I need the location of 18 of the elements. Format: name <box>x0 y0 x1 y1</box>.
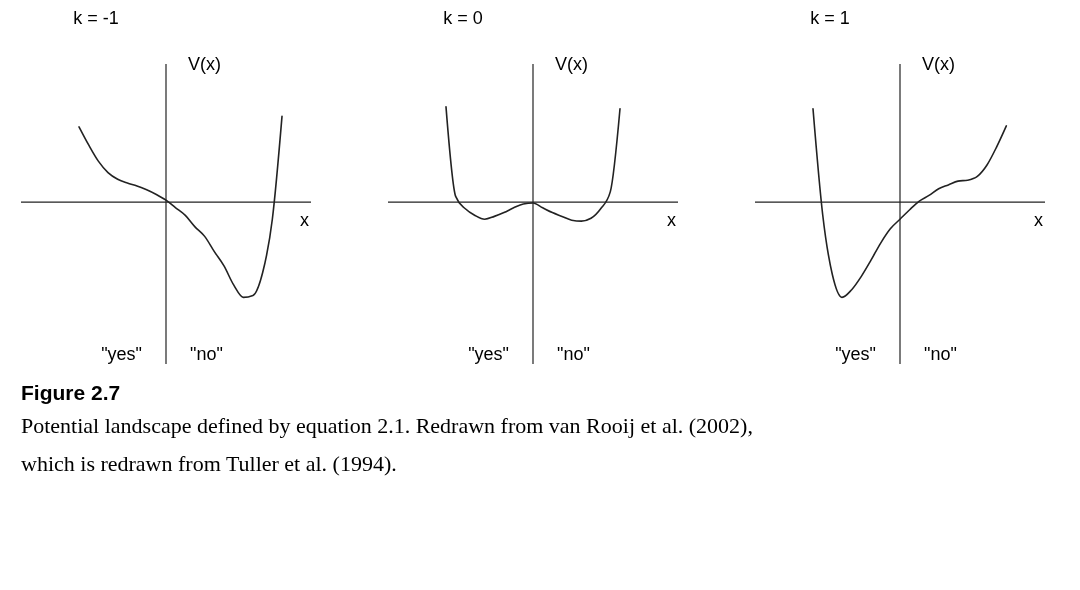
text: "yes" <box>835 344 876 364</box>
y-axis-title: V(x) <box>555 54 588 74</box>
text: Figure 2.7 <box>21 381 121 404</box>
chart-title: k = -1 <box>73 8 119 28</box>
text: "no" <box>924 344 957 364</box>
text: "no" <box>190 344 223 364</box>
text: Potential landscape defined by equation 2.1. Redrawn from van Rooij et al. (2002), <box>21 413 753 438</box>
text: "yes" <box>468 344 509 364</box>
x-axis-title: x <box>1034 210 1043 231</box>
x-axis-title: x <box>300 210 309 231</box>
chart-title: k = 0 <box>443 8 483 28</box>
x-axis-title: x <box>667 210 676 231</box>
text: "no" <box>557 344 590 364</box>
text: which is redrawn from Tuller et al. (1994). <box>21 451 397 476</box>
chart-title: k = 1 <box>810 8 850 28</box>
y-axis-title: V(x) <box>188 54 221 74</box>
text: "yes" <box>101 344 142 364</box>
y-axis-title: V(x) <box>922 54 955 74</box>
